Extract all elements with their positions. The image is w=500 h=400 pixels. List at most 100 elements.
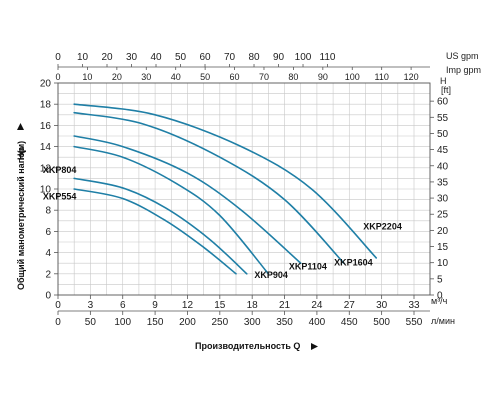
curve-xkp554 — [73, 188, 237, 275]
ft-tick-label: 0 — [437, 291, 443, 302]
ft-tick-label: 30 — [437, 194, 449, 205]
us-gpm-tick-label: 100 — [295, 52, 312, 63]
m3h-tick-label: 3 — [88, 300, 94, 311]
y-tick-label: 12 — [40, 163, 52, 174]
lmin-tick-label: 0 — [55, 317, 61, 328]
curve-xkp2204 — [73, 103, 378, 259]
series-label-xkp2204: XKP2204 — [363, 221, 402, 231]
curve-xkp1604 — [73, 111, 345, 264]
lmin-tick-label: 50 — [85, 317, 97, 328]
ft-tick-label: 55 — [437, 113, 449, 124]
imp-gpm-tick-label: 60 — [230, 72, 240, 82]
y-tick-label: 4 — [45, 248, 51, 259]
lmin-tick-label: 150 — [147, 317, 164, 328]
lmin-tick-label: 100 — [114, 317, 131, 328]
imp-gpm-tick-label: 40 — [171, 72, 181, 82]
series-label-xkp1104: XKP1104 — [289, 262, 327, 272]
m3h-tick-label: 9 — [152, 300, 158, 311]
m3h-tick-label: 21 — [279, 300, 291, 311]
y-tick-label: 16 — [40, 121, 52, 132]
series-curves — [73, 103, 378, 275]
m3h-tick-label: 27 — [344, 300, 356, 311]
lmin-unit-label: л/мин — [431, 316, 455, 326]
ft-tick-label: 5 — [437, 274, 443, 285]
y-tick-label: 14 — [40, 142, 52, 153]
y-axis-title-group: Общий манометрический напор H(м) — [16, 123, 26, 290]
lmin-tick-label: 200 — [179, 317, 196, 328]
us-gpm-tick-label: 110 — [320, 52, 336, 63]
m3h-tick-label: 6 — [120, 300, 126, 311]
axes — [54, 64, 434, 315]
us-gpm-tick-label: 30 — [126, 52, 138, 63]
y-tick-label: 20 — [40, 79, 52, 90]
ft-tick-label: 25 — [437, 210, 449, 221]
y-tick-label: 18 — [40, 100, 52, 111]
series-label-xkp1604: XKP1604 — [334, 257, 373, 267]
m3h-tick-label: 15 — [214, 300, 226, 311]
x-axis-arrow-icon — [311, 343, 318, 350]
ft-tick-label: 60 — [437, 97, 449, 108]
x-axis-title-group: Производительность Q — [195, 341, 318, 351]
lmin-tick-label: 250 — [211, 317, 228, 328]
lmin-tick-label: 350 — [276, 317, 293, 328]
ft-tick-label: 45 — [437, 145, 449, 156]
imp-gpm-tick-label: 10 — [82, 72, 92, 82]
y-tick-label: 6 — [45, 227, 51, 238]
imp-gpm-tick-label: 30 — [141, 72, 151, 82]
y-tick-label: 10 — [40, 185, 52, 196]
imp-gpm-tick-label: 20 — [112, 72, 122, 82]
series-label-xkp804: XKP804 — [43, 165, 77, 175]
ft-tick-label: 40 — [437, 161, 449, 172]
imp-gpm-tick-label: 80 — [288, 72, 298, 82]
lmin-tick-label: 400 — [309, 317, 326, 328]
y-tick-label: 0 — [45, 291, 51, 302]
us-gpm-tick-label: 20 — [101, 52, 113, 63]
lmin-tick-label: 500 — [373, 317, 390, 328]
ft-unit-label: [ft] — [441, 85, 451, 95]
series-label-xkp554: XKP554 — [43, 192, 77, 202]
ft-unit-top-label: H — [440, 76, 447, 86]
y-axis-title: Общий манометрический напор — [16, 146, 26, 290]
y-tick-label: 8 — [45, 206, 51, 217]
lmin-tick-label: 450 — [341, 317, 358, 328]
us-gpm-tick-label: 40 — [150, 52, 162, 63]
lmin-tick-label: 300 — [244, 317, 261, 328]
y-tick-label: 2 — [45, 269, 51, 280]
us-gpm-tick-label: 90 — [273, 52, 285, 63]
imp-gpm-tick-label: 110 — [375, 72, 389, 82]
m3h-tick-label: 33 — [408, 300, 420, 311]
m3h-unit-label: м³/ч — [431, 296, 448, 306]
us-gpm-unit-label: US gpm — [446, 51, 479, 61]
imp-gpm-tick-label: 100 — [345, 72, 360, 82]
grid — [57, 82, 430, 296]
curve-xkp1104 — [73, 135, 302, 264]
ft-tick-label: 15 — [437, 242, 449, 253]
tick-labels: 0246810121416182005101520253035404550556… — [40, 52, 449, 328]
m3h-tick-label: 12 — [182, 300, 194, 311]
ft-tick-label: 20 — [437, 226, 449, 237]
us-gpm-tick-label: 80 — [248, 52, 260, 63]
curve-xkp904 — [73, 145, 270, 275]
ft-tick-label: 35 — [437, 177, 449, 188]
us-gpm-tick-label: 60 — [199, 52, 211, 63]
ft-tick-label: 50 — [437, 129, 449, 140]
ft-tick-label: 10 — [437, 258, 449, 269]
m3h-tick-label: 0 — [55, 300, 61, 311]
lmin-tick-label: 550 — [406, 317, 423, 328]
imp-gpm-tick-label: 90 — [318, 72, 328, 82]
m3h-tick-label: 24 — [311, 300, 323, 311]
m3h-tick-label: 18 — [247, 300, 259, 311]
us-gpm-tick-label: 70 — [224, 52, 236, 63]
imp-gpm-tick-label: 120 — [404, 72, 419, 82]
us-gpm-tick-label: 50 — [175, 52, 187, 63]
y-axis-unit: H(м) — [16, 141, 26, 160]
m3h-tick-label: 30 — [376, 300, 388, 311]
curve-xkp804 — [73, 177, 248, 275]
y-axis-arrow-icon — [17, 123, 24, 130]
imp-gpm-tick-label: 50 — [200, 72, 210, 82]
us-gpm-tick-label: 10 — [77, 52, 89, 63]
imp-gpm-unit-label: Imp gpm — [446, 65, 481, 75]
us-gpm-tick-label: 0 — [55, 52, 61, 63]
